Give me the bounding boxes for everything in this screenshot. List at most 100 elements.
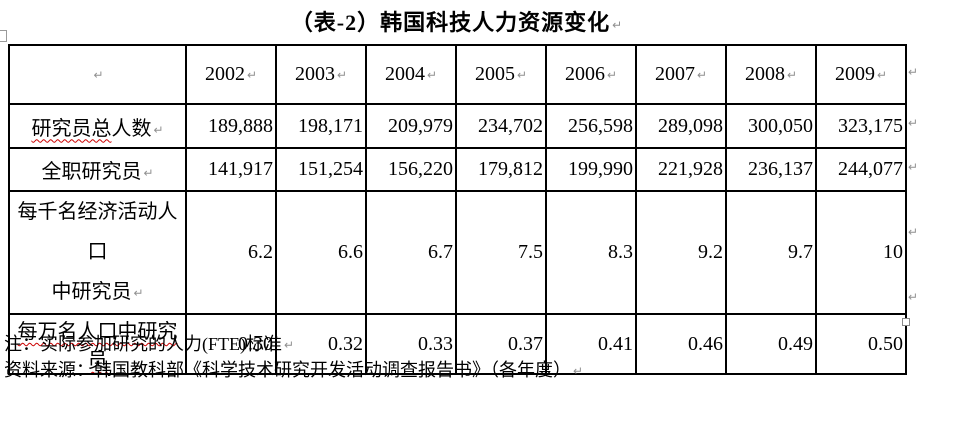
value-text: 156,220 — [388, 158, 453, 180]
value-cell[interactable]: 234,702 — [455, 103, 547, 149]
header-cell-year-2008[interactable]: 2008 ↵ — [725, 44, 817, 105]
end-of-cell-mark-icon: ↵ — [93, 68, 104, 82]
row-label-line: 中研究员 ↵ — [12, 272, 183, 312]
value-cell[interactable]: 179,812 — [455, 147, 547, 192]
end-of-cell-mark-icon: ↵ — [516, 68, 528, 82]
value-text: 141,917 — [208, 158, 273, 180]
value-cell[interactable]: 0.46 — [635, 313, 727, 375]
header-cell-year-2009[interactable]: 2009 ↵ — [815, 44, 907, 105]
table-resize-handle-icon[interactable] — [902, 318, 910, 326]
value-text: 189,888 — [208, 114, 273, 137]
value-cell[interactable]: 256,598 — [545, 103, 637, 149]
value-cell[interactable]: 0.33 — [365, 313, 457, 375]
value-cell[interactable]: 6.7 — [365, 190, 457, 315]
table-title-text: （表-2）韩国科技人力资源变化 — [290, 10, 611, 35]
value-cell[interactable]: 9.7 — [725, 190, 817, 315]
end-of-cell-mark-icon: ↵ — [336, 68, 348, 82]
value-text: 9.7 — [788, 241, 813, 263]
year-label: 2006 — [564, 63, 605, 85]
value-cell[interactable]: 198,171 — [275, 103, 367, 149]
value-text: 199,990 — [568, 158, 633, 180]
value-cell[interactable]: 0.50 — [815, 313, 907, 375]
value-cell[interactable]: 0.30 — [185, 313, 277, 375]
row-label-text: 全职研究员 — [41, 161, 142, 183]
value-cell[interactable]: 151,254 — [275, 147, 367, 192]
value-cell[interactable]: 141,917 — [185, 147, 277, 192]
end-of-cell-mark-icon: ↵ — [876, 68, 888, 82]
corner-cell[interactable]: ↵ — [8, 44, 187, 105]
value-cell[interactable]: 6.2 — [185, 190, 277, 315]
year-label: 2005 — [474, 63, 515, 85]
year-label: 2004 — [384, 63, 425, 85]
end-of-row-mark-icon: ↵ — [908, 116, 919, 130]
value-text: 7.5 — [518, 241, 543, 263]
value-text: 289,098 — [658, 114, 723, 137]
value-text: 244,077 — [838, 158, 903, 180]
value-cell[interactable]: 10 — [815, 190, 907, 315]
header-cell-year-2004[interactable]: 2004 ↵ — [365, 44, 457, 105]
footnote-fte-text: 注：实际参加研究的人力(FTE)标准 — [4, 334, 282, 354]
footnote-fte[interactable]: 注：实际参加研究的人力(FTE)标准 ↵ — [4, 330, 294, 356]
table-title[interactable]: （表-2）韩国科技人力资源变化 ↵ — [8, 5, 905, 37]
value-cell[interactable]: 189,888 — [185, 103, 277, 149]
value-text: 236,137 — [748, 158, 813, 180]
value-text: 0.49 — [778, 332, 813, 355]
value-cell[interactable]: 6.6 — [275, 190, 367, 315]
value-cell[interactable]: 156,220 — [365, 147, 457, 192]
table-row: 每千名经济活动人口中研究员 ↵ 6.2 6.6 6.7 7.5 8.3 9.2 9.7 10 — [8, 190, 907, 315]
value-text: 0.46 — [688, 332, 723, 355]
end-of-row-mark-icon: ↵ — [908, 160, 919, 174]
value-cell[interactable]: 8.3 — [545, 190, 637, 315]
value-text: 256,598 — [568, 114, 633, 137]
value-text: 6.6 — [338, 241, 363, 263]
value-cell[interactable]: 0.32 — [275, 313, 367, 375]
value-text: 179,812 — [478, 158, 543, 180]
row-label-text-spellcheck: 研究员总 — [31, 117, 112, 140]
header-cell-year-2003[interactable]: 2003 ↵ — [275, 44, 367, 105]
value-text: 10 — [883, 241, 903, 263]
year-label: 2002 — [204, 63, 245, 85]
row-label-cell[interactable]: 每万名人口中研究员 — [8, 313, 187, 375]
value-cell[interactable]: 236,137 — [725, 147, 817, 192]
table-move-handle-icon[interactable] — [0, 30, 7, 42]
value-text: 323,175 — [838, 114, 903, 137]
value-cell[interactable]: 0.49 — [725, 313, 817, 375]
value-text: 0.30 — [238, 332, 273, 355]
header-cell-year-2006[interactable]: 2006 ↵ — [545, 44, 637, 105]
value-text: 0.33 — [418, 332, 453, 355]
row-label-cell[interactable]: 每千名经济活动人口中研究员 ↵ — [8, 190, 187, 315]
row-label-text: 每千名经济活动人口 — [17, 201, 178, 263]
header-cell-year-2007[interactable]: 2007 ↵ — [635, 44, 727, 105]
value-cell[interactable]: 244,077 — [815, 147, 907, 192]
end-of-cell-mark-icon: ↵ — [786, 68, 798, 82]
row-label-text-spellcheck: 每万名人口中研究员 — [17, 321, 178, 372]
value-text: 234,702 — [478, 114, 543, 137]
value-cell[interactable]: 323,175 — [815, 103, 907, 149]
value-cell[interactable]: 9.2 — [635, 190, 727, 315]
year-label: 2008 — [744, 63, 785, 85]
end-of-cell-mark-icon: ↵ — [246, 68, 258, 82]
footnote-source[interactable]: 资料来源：韩国教科部《科学技术研究开发活动调查报告书》（各年度） ↵ — [4, 356, 583, 382]
end-of-cell-mark-icon: ↵ — [153, 122, 164, 137]
value-text: 209,979 — [388, 114, 453, 137]
value-cell[interactable]: 209,979 — [365, 103, 457, 149]
header-cell-year-2002[interactable]: 2002 ↵ — [185, 44, 277, 105]
header-cell-year-2005[interactable]: 2005 ↵ — [455, 44, 547, 105]
end-of-cell-mark-icon: ↵ — [696, 68, 708, 82]
value-cell[interactable]: 199,990 — [545, 147, 637, 192]
row-label-cell[interactable]: 全职研究员 ↵ — [8, 147, 187, 192]
end-of-cell-mark-icon: ↵ — [606, 68, 618, 82]
value-cell[interactable]: 7.5 — [455, 190, 547, 315]
row-label-cell[interactable]: 研究员总人数 ↵ — [8, 103, 187, 149]
value-cell[interactable]: 300,050 — [725, 103, 817, 149]
value-cell[interactable]: 221,928 — [635, 147, 727, 192]
value-text: 6.2 — [248, 241, 273, 263]
row-label-text: 人数 — [111, 117, 152, 140]
data-table: ↵ 2002 ↵ 2003 ↵ 2004 ↵ 2005 ↵ 2006 ↵ 2007 ↵ 2008 ↵ 2009… — [8, 44, 907, 375]
row-label-line: 全职研究员 ↵ — [12, 155, 183, 184]
value-cell[interactable]: 289,098 — [635, 103, 727, 149]
value-text: 9.2 — [698, 241, 723, 263]
paragraph-mark-icon: ↵ — [284, 338, 295, 352]
value-cell[interactable]: 0.37 — [455, 313, 547, 375]
value-cell[interactable]: 0.41 — [545, 313, 637, 375]
